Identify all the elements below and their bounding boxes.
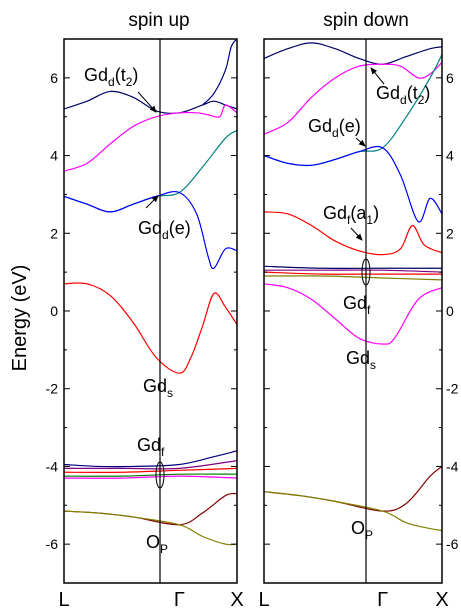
k-tick-label: Γ bbox=[174, 589, 185, 608]
band-line-up-1 bbox=[64, 104, 237, 172]
y-tick-label: 2 bbox=[50, 225, 58, 241]
arrow-gd-d-t2-spin-down bbox=[370, 67, 385, 85]
band-line-down-7 bbox=[264, 271, 442, 275]
series-group-spin-down bbox=[264, 42, 442, 532]
label-gd-s-spin-up: Gds bbox=[143, 376, 173, 400]
band-line-up-3 bbox=[64, 190, 237, 270]
arrow-gd-d-e-spin-up bbox=[145, 195, 159, 209]
y-tick-label: 6 bbox=[446, 70, 454, 86]
gd-f-ellipse-spin-down bbox=[361, 258, 371, 286]
k-tick-label: X bbox=[230, 589, 243, 608]
label-o-p-spin-up: OP bbox=[146, 532, 168, 556]
gd-f-ellipse-spin-up bbox=[155, 461, 165, 489]
label-gd-s-spin-down: Gds bbox=[346, 348, 376, 372]
band-line-up-10 bbox=[64, 475, 237, 479]
band-line-down-2 bbox=[264, 54, 442, 167]
y-tick-label: -6 bbox=[46, 536, 59, 552]
series-group-spin-up bbox=[64, 39, 237, 546]
k-tick-label: X bbox=[435, 589, 448, 608]
band-line-down-5 bbox=[264, 265, 442, 270]
y-tick-label: 0 bbox=[446, 303, 454, 319]
label-gd-d-t2-spin-down: Gdd(t2) bbox=[376, 83, 430, 107]
label-gd-f-spin-down: Gdf bbox=[343, 293, 371, 317]
band-line-up-8 bbox=[64, 467, 237, 474]
label-gd-f-spin-up: Gdf bbox=[137, 435, 165, 459]
y-ticks-spin-up: -6 -4 -2 0 2 4 6 bbox=[46, 38, 237, 584]
band-line-up-2 bbox=[64, 129, 237, 213]
band-line-up-0 bbox=[64, 90, 237, 114]
panel-spin-up: spin up -6 -4 -2 0 2 4 6 L Γ X Gdd(t2) Gdd(e) Gd… bbox=[46, 10, 244, 608]
y-axis-label: Energy (eV) bbox=[9, 265, 31, 372]
band-line-down-9 bbox=[264, 283, 442, 345]
band-line-down-3 bbox=[264, 145, 442, 223]
band-line-up-12 bbox=[64, 510, 237, 546]
band-line-down-11 bbox=[264, 491, 442, 532]
label-gd-d-e-spin-down: Gdd(e) bbox=[308, 116, 361, 140]
label-gd-d-e-spin-up: Gdd(e) bbox=[138, 218, 191, 242]
y-ticks-spin-down: -6 -4 -2 0 2 4 6 bbox=[264, 38, 459, 584]
y-tick-label: -2 bbox=[46, 381, 59, 397]
band-line-up-7 bbox=[64, 460, 237, 470]
band-line-down-1 bbox=[264, 61, 442, 135]
y-tick-label: -2 bbox=[446, 381, 459, 397]
band-line-down-8 bbox=[264, 275, 442, 281]
label-gd-d-t2-spin-up: Gdd(t2) bbox=[84, 65, 138, 89]
y-tick-label: 4 bbox=[446, 148, 454, 164]
y-tick-label: -4 bbox=[446, 458, 459, 474]
label-gd-f-a1-spin-down: Gdf(a1) bbox=[323, 203, 379, 227]
k-tick-label: L bbox=[58, 589, 69, 608]
y-tick-label: 2 bbox=[446, 225, 454, 241]
k-tick-label: L bbox=[258, 589, 269, 608]
band-line-down-0 bbox=[264, 42, 442, 65]
panel-title-spin-up: spin up bbox=[128, 10, 189, 31]
y-tick-label: -4 bbox=[46, 458, 59, 474]
band-line-up-5 bbox=[64, 282, 237, 374]
arrow-gd-f-a1-spin-down bbox=[350, 227, 363, 241]
arrow-gd-d-e-spin-down bbox=[355, 137, 366, 147]
k-tick-label: Γ bbox=[377, 589, 388, 608]
band-line-down-6 bbox=[264, 269, 442, 273]
band-line-up-4 bbox=[201, 39, 237, 106]
band-line-down-4 bbox=[264, 211, 442, 256]
label-o-p-spin-down: OP bbox=[351, 518, 373, 542]
y-tick-label: 0 bbox=[50, 303, 58, 319]
arrow-gd-d-t2-spin-up bbox=[137, 91, 157, 113]
band-line-up-11 bbox=[64, 492, 237, 526]
band-line-up-9 bbox=[64, 473, 237, 477]
band-line-up-6 bbox=[64, 450, 237, 468]
y-tick-label: 4 bbox=[50, 148, 58, 164]
plot-frame-spin-up bbox=[63, 38, 238, 584]
panel-title-spin-down: spin down bbox=[323, 10, 409, 31]
y-tick-label: -6 bbox=[446, 536, 459, 552]
y-tick-label: 6 bbox=[50, 70, 58, 86]
